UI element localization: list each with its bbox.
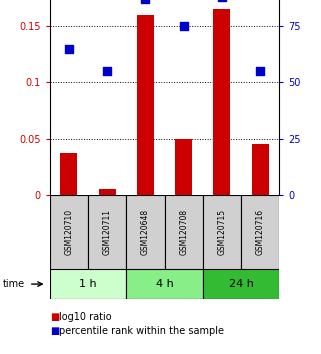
Bar bbox=[164, 195, 203, 269]
Bar bbox=[241, 195, 279, 269]
Text: GSM120715: GSM120715 bbox=[217, 209, 226, 255]
Bar bbox=[126, 195, 164, 269]
Text: 4 h: 4 h bbox=[156, 279, 173, 289]
Text: GSM120716: GSM120716 bbox=[256, 209, 265, 255]
Text: 24 h: 24 h bbox=[229, 279, 254, 289]
Bar bbox=[175, 138, 192, 195]
Point bbox=[181, 23, 186, 29]
Bar bbox=[203, 195, 241, 269]
Bar bbox=[137, 15, 154, 195]
Text: 1 h: 1 h bbox=[79, 279, 97, 289]
Text: log10 ratio: log10 ratio bbox=[59, 312, 112, 322]
Bar bbox=[50, 195, 88, 269]
Text: percentile rank within the sample: percentile rank within the sample bbox=[59, 326, 224, 336]
Bar bbox=[88, 195, 126, 269]
Text: GSM120648: GSM120648 bbox=[141, 209, 150, 255]
Point bbox=[257, 68, 263, 74]
Bar bbox=[252, 144, 269, 195]
Text: GSM120711: GSM120711 bbox=[103, 209, 112, 255]
Point bbox=[105, 68, 110, 74]
Bar bbox=[126, 269, 203, 299]
Text: GSM120710: GSM120710 bbox=[65, 209, 74, 255]
Bar bbox=[203, 269, 279, 299]
Point bbox=[143, 0, 148, 2]
Text: GSM120708: GSM120708 bbox=[179, 209, 188, 255]
Text: ■: ■ bbox=[50, 312, 59, 322]
Bar bbox=[50, 269, 126, 299]
Point bbox=[66, 46, 72, 51]
Text: ■: ■ bbox=[50, 326, 59, 336]
Bar bbox=[60, 153, 77, 195]
Bar bbox=[213, 9, 230, 195]
Text: time: time bbox=[3, 279, 25, 289]
Bar bbox=[99, 189, 116, 195]
